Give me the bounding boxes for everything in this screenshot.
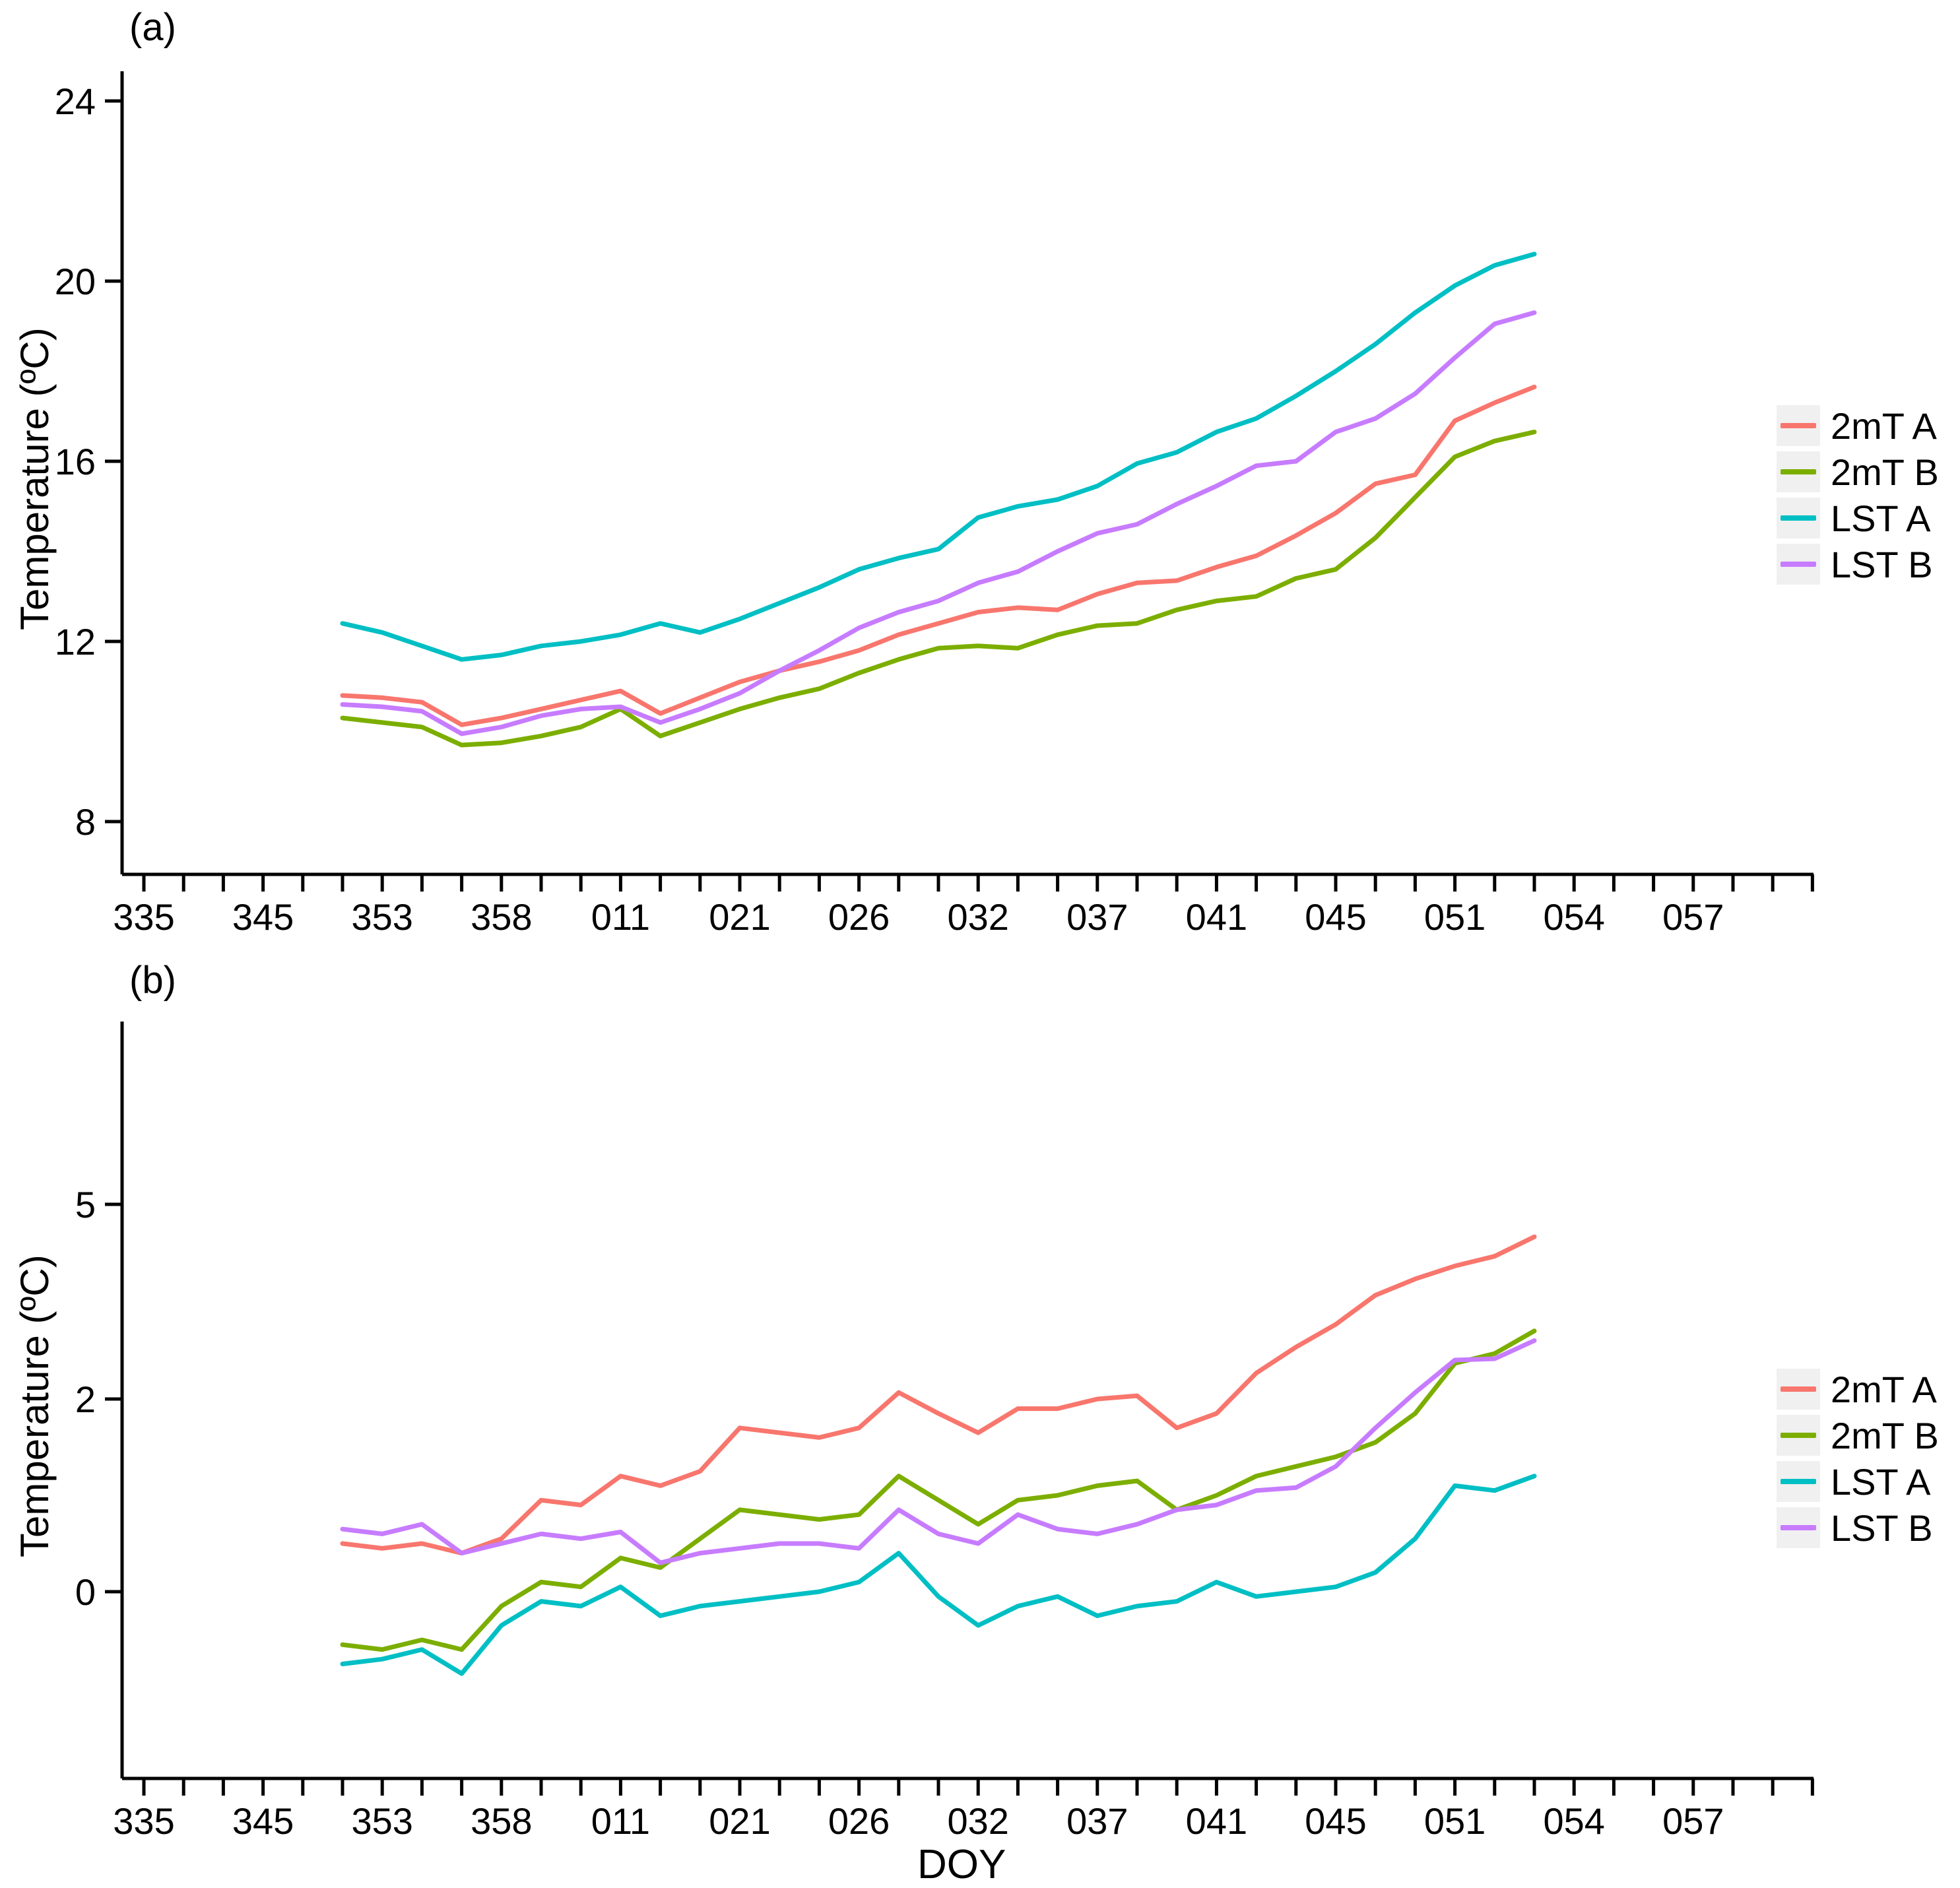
axes — [120, 1022, 1813, 1780]
x-tick-label: 054 — [1543, 1800, 1604, 1842]
legend-line-2mt-b-icon — [1780, 469, 1816, 474]
y-tick-label: 2 — [75, 1379, 96, 1420]
legend-line-lst-b-icon — [1780, 562, 1816, 567]
series-lst-b-line — [340, 310, 1537, 736]
legend-panel-b: 2mT A 2mT B LST A LST B — [1777, 1366, 1939, 1551]
x-tick-label: 051 — [1424, 1800, 1486, 1842]
series-2mt-b-line — [340, 430, 1537, 748]
legend-label: 2mT B — [1831, 1414, 1939, 1456]
legend-line-2mt-a-icon — [1780, 423, 1816, 428]
x-tick-label: 021 — [709, 1800, 770, 1842]
x-tick-label: 032 — [947, 1800, 1008, 1842]
axes — [120, 71, 1813, 876]
legend-key-lst-b — [1777, 544, 1820, 585]
x-tick-label: 353 — [351, 1800, 412, 1842]
legend-item-2mt-b: 2mT B — [1777, 1412, 1939, 1458]
x-tick-label: 335 — [113, 896, 174, 938]
y-tick-label: 8 — [75, 801, 96, 843]
legend-key-lst-b — [1777, 1507, 1820, 1548]
x-tick-label: 021 — [709, 896, 770, 938]
x-tick-label: 037 — [1066, 1800, 1128, 1842]
legend-line-lst-a-icon — [1780, 1479, 1816, 1484]
x-axis-ticks: 335 345 353 358 011 021 026 032 037 041 045 051 054 0… — [113, 1778, 1814, 1842]
y-tick-label: 12 — [55, 621, 96, 663]
x-tick-label: 345 — [232, 896, 294, 938]
x-tick-label: 353 — [351, 896, 412, 938]
legend-line-lst-b-icon — [1780, 1525, 1816, 1530]
y-tick-label: 5 — [75, 1184, 96, 1225]
legend-label: LST B — [1831, 1507, 1933, 1549]
series-lst-b-line — [340, 1338, 1537, 1565]
legend-label: LST B — [1831, 543, 1933, 585]
x-tick-label: 041 — [1186, 1800, 1247, 1842]
x-tick-label: 045 — [1305, 1800, 1366, 1842]
series-2mt-a-line — [340, 384, 1537, 727]
x-tick-label: 026 — [828, 896, 890, 938]
x-axis-ticks: 335 345 353 358 011 021 026 032 037 041 045 051 054 0… — [113, 874, 1814, 938]
legend-label: 2mT B — [1831, 451, 1939, 493]
x-tick-label: 051 — [1424, 896, 1486, 938]
x-tick-label: 057 — [1662, 896, 1724, 938]
series-2mt-b-line — [340, 1328, 1537, 1652]
series-lst-a-line — [340, 1474, 1537, 1676]
legend-key-2mt-b — [1777, 1415, 1820, 1456]
x-tick-label: 011 — [591, 896, 650, 938]
legend-item-lst-a: LST A — [1777, 1458, 1939, 1505]
legend-label: 2mT A — [1831, 1368, 1937, 1410]
x-tick-label: 054 — [1543, 896, 1604, 938]
y-tick-label: 16 — [55, 441, 96, 482]
panel-b-y-axis-title: Temperature (ºC) — [13, 1254, 57, 1557]
x-tick-label: 057 — [1662, 1800, 1724, 1842]
x-tick-label: 037 — [1066, 896, 1128, 938]
legend-label: 2mT A — [1831, 405, 1937, 447]
series-lst-a-line — [340, 251, 1537, 662]
x-tick-label: 011 — [591, 1800, 650, 1842]
legend-label: LST A — [1831, 497, 1931, 539]
legend-item-2mt-a: 2mT A — [1777, 403, 1939, 449]
x-tick-label: 358 — [471, 896, 532, 938]
legend-line-2mt-b-icon — [1780, 1433, 1816, 1438]
panel-a-chart: 24 20 16 12 8 335 345 353 358 011 021 026 032 037 041 0… — [55, 71, 1814, 938]
x-tick-label: 045 — [1305, 896, 1366, 938]
legend-item-2mt-a: 2mT A — [1777, 1366, 1939, 1412]
x-axis-title: DOY — [917, 1842, 1006, 1887]
y-axis-ticks: 5 2 0 — [75, 1184, 122, 1613]
legend-item-lst-a: LST A — [1777, 495, 1939, 541]
legend-key-2mt-b — [1777, 451, 1820, 492]
x-tick-label: 041 — [1186, 896, 1247, 938]
legend-key-lst-a — [1777, 1461, 1820, 1502]
legend-line-2mt-a-icon — [1780, 1386, 1816, 1392]
legend-item-2mt-b: 2mT B — [1777, 449, 1939, 495]
y-tick-label: 24 — [55, 81, 96, 122]
y-tick-label: 0 — [75, 1571, 96, 1613]
legend-item-lst-b: LST B — [1777, 541, 1939, 587]
x-tick-label: 026 — [828, 1800, 890, 1842]
panel-a-y-axis-title: Temperature (ºC) — [13, 327, 57, 630]
y-tick-label: 20 — [55, 261, 96, 302]
legend-key-lst-a — [1777, 498, 1820, 538]
x-tick-label: 345 — [232, 1800, 294, 1842]
legend-item-lst-b: LST B — [1777, 1505, 1939, 1551]
legend-key-2mt-a — [1777, 405, 1820, 446]
legend-panel-a: 2mT A 2mT B LST A LST B — [1777, 403, 1939, 587]
series-2mt-a-line — [340, 1234, 1537, 1556]
panel-a-tag: (a) — [129, 6, 176, 49]
x-tick-label: 032 — [947, 896, 1008, 938]
y-axis-ticks: 24 20 16 12 8 — [55, 81, 122, 843]
x-tick-label: 335 — [113, 1800, 174, 1842]
legend-line-lst-a-icon — [1780, 515, 1816, 521]
legend-key-2mt-a — [1777, 1369, 1820, 1410]
legend-label: LST A — [1831, 1460, 1931, 1503]
panel-b-tag: (b) — [129, 959, 176, 1002]
x-tick-label: 358 — [471, 1800, 532, 1842]
